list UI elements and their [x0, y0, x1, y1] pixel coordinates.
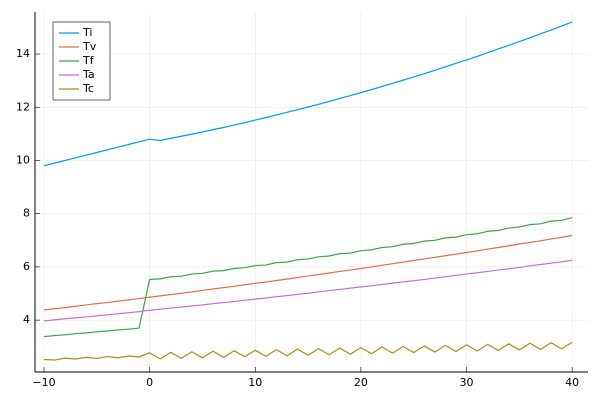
y-tick-label: 8 [23, 207, 30, 220]
y-tick-label: 6 [23, 260, 30, 273]
y-tick-label: 12 [16, 100, 30, 113]
legend-label: Tc [82, 82, 94, 95]
legend-label: Ti [82, 26, 92, 39]
y-tick-label: 14 [16, 47, 30, 60]
legend-label: Ta [82, 68, 95, 81]
x-tick-label: 0 [146, 376, 153, 389]
x-tick-label: 40 [565, 376, 579, 389]
x-tick-label: 10 [248, 376, 262, 389]
legend-label: Tf [82, 54, 95, 67]
series-line [43, 341, 573, 361]
legend-label: Tv [82, 40, 97, 53]
y-tick-label: 10 [16, 153, 30, 166]
series-line [43, 21, 573, 167]
y-tick-label: 4 [23, 313, 30, 326]
x-tick-label: −10 [32, 376, 55, 389]
series-line [43, 217, 573, 338]
x-tick-label: 20 [354, 376, 368, 389]
series-line [43, 259, 573, 322]
x-tick-label: 30 [460, 376, 474, 389]
series-line [43, 234, 573, 311]
